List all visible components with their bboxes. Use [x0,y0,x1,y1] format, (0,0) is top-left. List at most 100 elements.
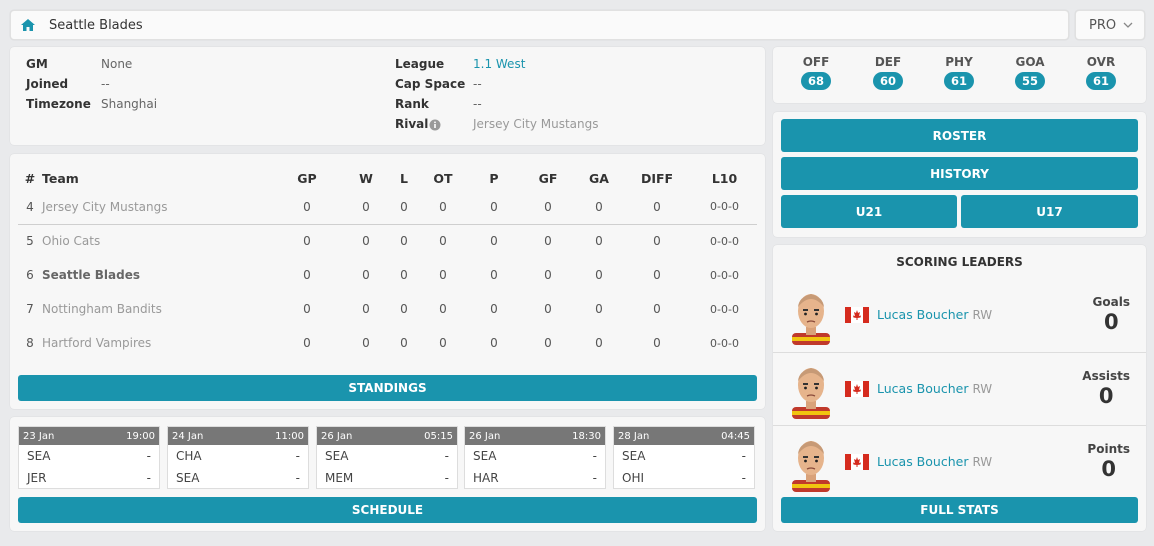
team-link[interactable]: Nottingham Bandits [42,302,162,316]
game-time: 19:00 [126,430,155,442]
rating-phy: PHY 61 [937,55,981,90]
player-position: RW [972,455,993,469]
team-link[interactable]: Hartford Vampires [42,336,152,350]
team-nav-card: ROSTER HISTORY U21 U17 [773,112,1146,237]
team-score: - [444,471,449,485]
info-value-rank: -- [473,97,482,111]
stat-label: Assists [1082,369,1130,383]
home-icon[interactable] [20,18,36,32]
info-icon[interactable] [429,119,441,131]
stat-label: Points [1087,442,1130,456]
team-name-title: Seattle Blades [49,18,143,33]
game-card[interactable]: 28 Jan 04:45 SEA - OHI - [613,426,755,489]
info-label-rank: Rank [395,97,429,111]
u17-button[interactable]: U17 [961,195,1138,228]
canada-flag-icon [845,454,869,470]
info-label-cap-space: Cap Space [395,77,466,91]
team-abbr: MEM [325,471,354,485]
team-score: - [592,449,597,463]
w-cell: 0 [362,268,370,282]
team-abbr: SEA [473,449,497,463]
col-l[interactable]: L [400,170,408,186]
game-date: 24 Jan [172,430,204,442]
l10-cell: 0-0-0 [710,302,739,316]
game-card[interactable]: 24 Jan 11:00 CHA - SEA - [167,426,309,489]
team-link[interactable]: Seattle Blades [42,268,141,282]
team-abbr: SEA [27,449,51,463]
chevron-down-icon [1123,22,1133,28]
col-ot[interactable]: OT [433,170,453,186]
gp-cell: 0 [272,223,342,258]
col-rank: # [24,170,36,186]
col-gp[interactable]: GP [297,170,317,186]
level-select[interactable]: PRO [1075,10,1145,40]
player-avatar-icon[interactable] [788,436,834,492]
stat-value: 0 [1103,310,1119,334]
col-w[interactable]: W [359,170,373,186]
game-date: 23 Jan [23,430,55,442]
player-link[interactable]: Lucas Boucher RW [877,381,992,396]
level-select-value: PRO [1089,18,1117,33]
team-score: - [592,471,597,485]
game-team-row: SEA - [465,445,605,467]
full-stats-button[interactable]: FULL STATS [781,497,1138,523]
ot-cell: 0 [439,336,447,350]
player-avatar-icon[interactable] [788,363,834,419]
p-cell: 0 [490,268,498,282]
game-time: 11:00 [275,430,304,442]
l10-cell: 0-0-0 [710,268,739,282]
leader-row-points: Lucas Boucher RW Points 0 [773,425,1146,498]
ot-cell: 0 [439,302,447,316]
game-card[interactable]: 26 Jan 18:30 SEA - HAR - [464,426,606,489]
col-l10[interactable]: L10 [711,170,738,186]
l10-cell: 0-0-0 [710,336,739,350]
col-diff[interactable]: DIFF [640,170,674,186]
rating-label: GOA [1015,55,1045,69]
team-score: - [146,471,151,485]
rating-def: DEF 60 [866,55,910,90]
player-link[interactable]: Lucas Boucher RW [877,307,992,322]
game-card[interactable]: 23 Jan 19:00 SEA - JER - [18,426,160,489]
roster-button[interactable]: ROSTER [781,119,1138,152]
info-label-rival: Rival [395,117,429,131]
u21-button[interactable]: U21 [781,195,957,228]
player-avatar-icon[interactable] [788,289,834,345]
league-link[interactable]: 1.1 West [473,57,526,71]
standings-table: # Team GP W L OT P GF GA DIFF L10 4 Jers… [18,166,757,360]
rating-badge: 60 [872,72,903,90]
l-cell: 0 [400,302,408,316]
game-team-row: JER - [19,467,159,489]
col-gf[interactable]: GF [538,170,558,186]
leader-stat: Assists 0 [1082,369,1130,408]
ga-cell: 0 [595,336,603,350]
team-link[interactable]: Ohio Cats [42,234,101,249]
player-name[interactable]: Lucas Boucher [877,454,969,469]
ot-cell: 0 [418,223,468,258]
p-cell: 0 [490,199,498,214]
player-link[interactable]: Lucas Boucher RW [877,454,992,469]
col-ga[interactable]: GA [589,170,609,186]
game-card[interactable]: 26 Jan 05:15 SEA - MEM - [316,426,458,489]
leader-row-assists: Lucas Boucher RW Assists 0 [773,352,1146,425]
col-p[interactable]: P [489,170,499,186]
standings-button[interactable]: STANDINGS [18,375,757,401]
team-score: - [295,471,300,485]
ot-cell: 0 [439,268,447,282]
game-team-row: SEA - [317,445,457,467]
rank-cell: 5 [18,223,42,258]
diff-cell: 0 [653,268,661,282]
schedule-button[interactable]: SCHEDULE [18,497,757,523]
l10-cell: 0-0-0 [710,200,739,214]
diff-cell: 0 [653,336,661,350]
player-name[interactable]: Lucas Boucher [877,381,969,396]
game-team-row: HAR - [465,467,605,489]
team-score: - [295,449,300,463]
rank-cell: 8 [26,336,34,350]
team-score: - [741,471,746,485]
rating-off: OFF 68 [794,55,838,90]
player-name[interactable]: Lucas Boucher [877,307,969,322]
team-link[interactable]: Jersey City Mustangs [42,199,168,214]
col-team[interactable]: Team [42,170,79,186]
gf-cell: 0 [520,223,576,258]
history-button[interactable]: HISTORY [781,157,1138,190]
